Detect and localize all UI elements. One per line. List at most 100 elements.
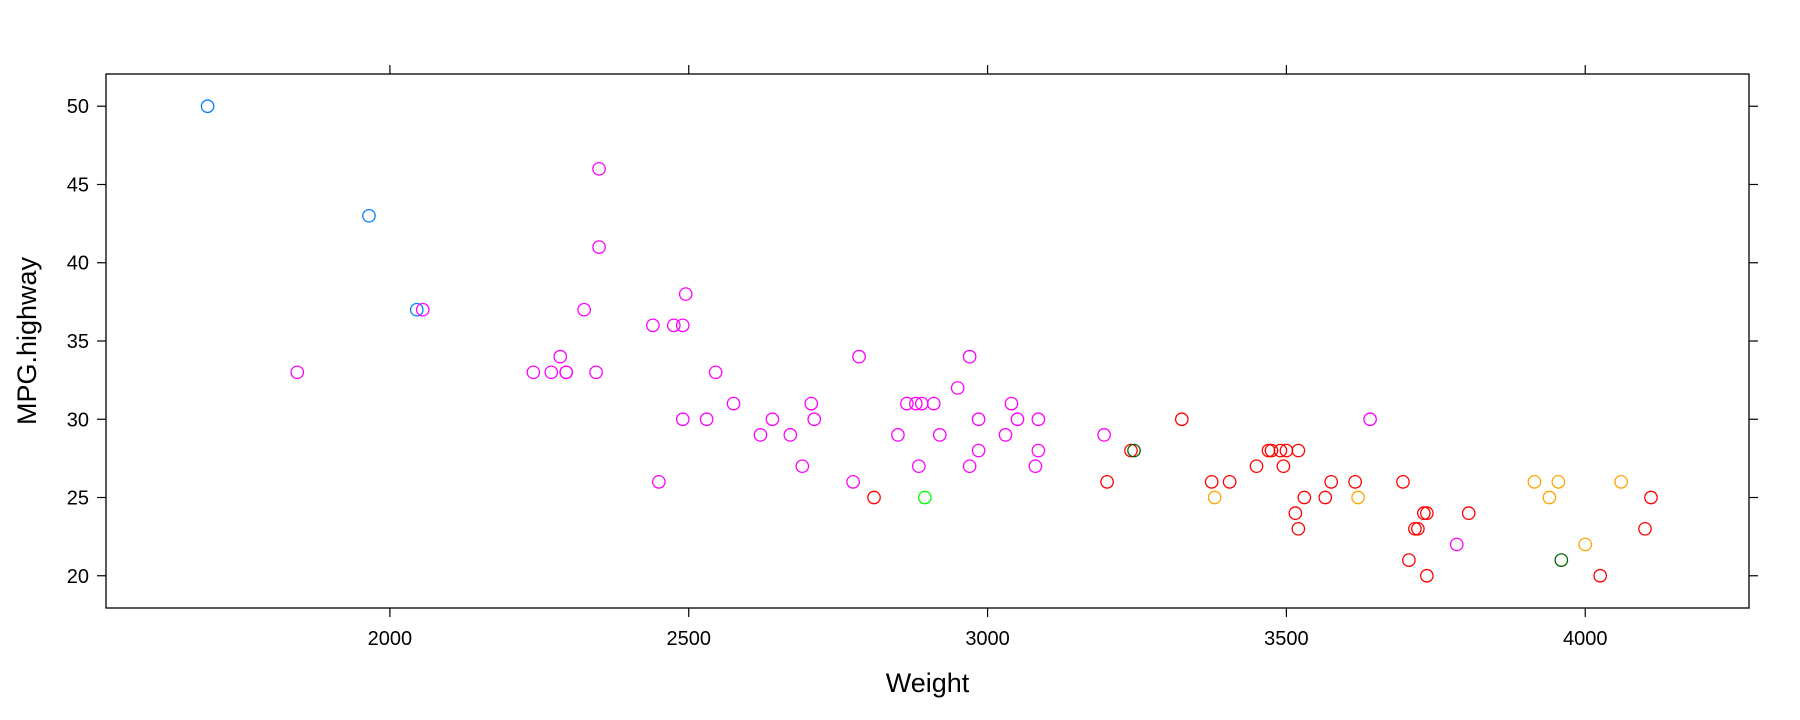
data-point [795,459,810,474]
x-tick-label: 2500 [666,628,711,650]
data-point [1222,475,1237,489]
data-point [1100,475,1114,489]
data-point [200,99,215,114]
y-tick-label: 45 [67,174,89,196]
data-point [1264,443,1279,458]
data-point [1644,490,1658,505]
y-tick-label: 30 [67,409,89,431]
data-point [908,396,923,411]
data-point [1318,490,1333,505]
data-point [1449,537,1464,552]
data-point [1351,490,1365,505]
data-point [900,396,914,411]
data-point [1348,475,1362,489]
data-point [765,412,780,427]
y-tick-label: 20 [67,566,89,588]
data-point [867,490,881,505]
data-point [708,365,723,380]
data-point [1396,475,1410,489]
data-points [200,99,1658,583]
data-point [1127,443,1141,458]
data-point [1402,553,1416,567]
data-point [1031,412,1046,427]
data-point [1363,412,1377,427]
y-axis-title: MPG.highway [12,256,42,425]
x-axis-title: Weight [886,668,970,698]
data-point [783,428,798,442]
data-point [589,365,603,380]
data-point [1551,475,1566,489]
data-point [911,459,926,474]
x-tick-label: 2000 [368,628,413,650]
data-point [1578,537,1593,552]
data-point [544,365,559,380]
data-point [577,302,591,317]
data-point [1408,521,1422,536]
data-point [962,349,977,364]
data-point [699,412,714,427]
data-point [1542,490,1557,505]
data-point [846,475,860,489]
data-point [1527,475,1542,489]
data-point [592,240,606,254]
plot-frame [105,73,1750,609]
data-point [1097,428,1111,442]
data-point [1417,506,1431,521]
data-point [1124,443,1138,458]
y-tick-label: 40 [67,253,89,275]
data-point [891,428,905,442]
y-tick-label: 50 [67,96,89,118]
data-point [678,287,693,301]
data-point [1174,412,1189,427]
data-point [753,428,768,442]
x-tick-label: 3000 [965,628,1010,650]
data-point [1297,490,1312,505]
data-point [651,475,666,489]
x-tick-label: 4000 [1563,628,1608,650]
data-point [553,349,568,364]
data-point [1204,475,1219,489]
data-point [1461,506,1476,521]
data-point [932,428,947,442]
data-point [852,349,866,364]
data-point [1324,475,1339,489]
data-point [1593,568,1608,583]
y-tick-label: 25 [67,488,89,510]
data-point [1411,521,1425,536]
data-point [362,208,376,223]
data-point [1291,521,1306,536]
data-point [592,161,606,176]
data-point [1010,412,1025,427]
data-point [559,365,574,380]
data-point [1288,506,1303,521]
data-point [415,302,430,317]
data-point [1420,506,1434,521]
data-point [666,318,681,333]
data-point [726,396,741,411]
data-point [675,412,690,427]
plot-border [105,73,1750,609]
data-point [1276,459,1291,474]
data-point [1291,443,1306,458]
data-point [675,318,690,333]
data-point [1420,568,1434,583]
data-point [998,428,1013,442]
data-point [526,365,541,380]
y-tick-label: 35 [67,331,89,353]
data-point [926,396,941,411]
data-point [646,318,660,333]
data-point [971,443,986,458]
data-point [1249,459,1264,474]
data-point [804,396,819,411]
data-point [1554,553,1569,567]
data-point [1638,521,1652,536]
axes: 2000 2500 3000 3500 4000 20 25 30 35 40 45 50 [67,65,1758,650]
data-point [1031,443,1046,458]
data-point [807,412,822,427]
data-point [1028,459,1043,474]
data-point [1004,396,1019,411]
data-point [1614,475,1628,489]
data-point [962,459,977,474]
data-point [971,412,986,427]
